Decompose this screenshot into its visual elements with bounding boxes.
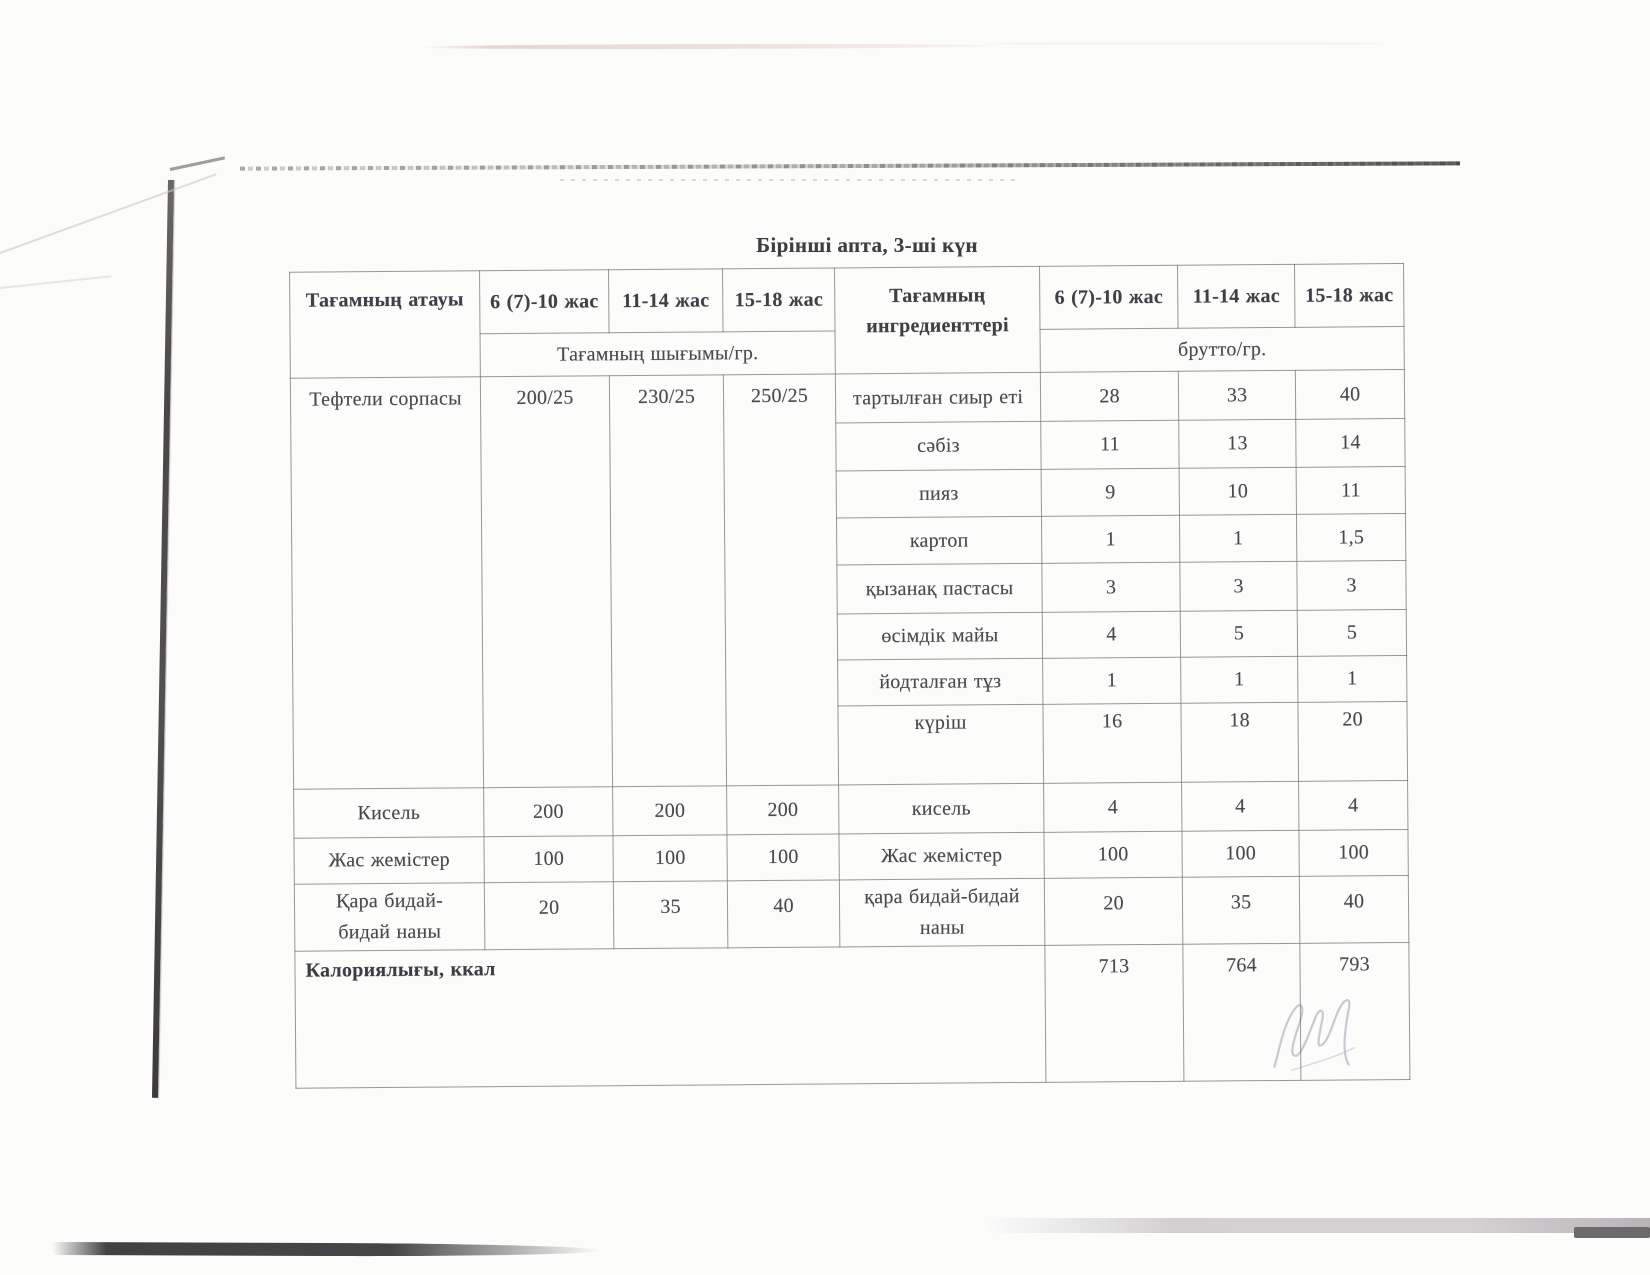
brutto-cell: 100 — [1043, 831, 1183, 879]
brutto-cell: 20 — [1044, 877, 1183, 946]
ingredient-name-cell: пияз — [836, 469, 1042, 518]
ingredient-name-cell: өсімдік майы — [837, 612, 1043, 660]
brutto-cell: 4 — [1181, 781, 1299, 832]
output-cell: 100 — [483, 835, 614, 883]
ingredient-name-cell: Жас жемістер — [838, 832, 1045, 880]
output-cell: 200 — [612, 785, 727, 836]
output-cell: 20 — [484, 881, 614, 950]
ingredient-name-cell: сәбіз — [835, 421, 1042, 471]
output-cell: 40 — [727, 879, 840, 948]
dish-name-cell: Қара бидай-бидай наны — [294, 882, 485, 952]
scan-artifact-speckle-line — [239, 161, 1461, 171]
brutto-cell: 100 — [1298, 829, 1409, 877]
brutto-cell: 3 — [1041, 562, 1181, 613]
dish-name-cell: Тефтели сорпасы — [290, 376, 484, 790]
brutto-cell: 4 — [1298, 780, 1408, 831]
brutto-cell: 4 — [1043, 782, 1182, 833]
brutto-cell: 35 — [1182, 876, 1300, 945]
footer-row: Калориялығы, ккал 713 764 793 — [294, 942, 1410, 1089]
brutto-cell: 1,5 — [1296, 513, 1406, 562]
brutto-cell: 1 — [1179, 514, 1297, 563]
brutto-cell: 40 — [1295, 369, 1405, 420]
output-cell: 250/25 — [723, 373, 839, 786]
output-cell: 100 — [726, 833, 840, 881]
brutto-cell: 40 — [1299, 875, 1409, 944]
table-row: Қара бидай-бидай наны 20 35 40 қара бида… — [294, 875, 1409, 952]
header-age-2: 11-14 жас — [608, 268, 724, 333]
ingredient-name-cell: йодталған тұз — [837, 658, 1043, 706]
menu-table-wrapper: Тағамның атауы 6 (7)-10 жас 11-14 жас 15… — [289, 262, 1411, 1089]
dish-name-cell: Кисель — [293, 787, 484, 839]
header-age-3b: 15-18 жас — [1294, 263, 1404, 328]
page-title: Бірінші апта, 3-ші күн — [756, 233, 978, 257]
brutto-cell: 14 — [1295, 418, 1406, 468]
header-row-1: Тағамның атауы 6 (7)-10 жас 11-14 жас 15… — [289, 263, 1404, 379]
brutto-cell: 1 — [1180, 656, 1298, 704]
table-row: Кисель 200 200 200 кисель 4 4 4 — [293, 780, 1408, 839]
ingredient-name-cell: күріш — [837, 704, 1044, 785]
ingredient-name-cell: қара бидай-бидай наны — [839, 878, 1045, 947]
calories-value: 764 — [1182, 943, 1301, 1082]
brutto-cell: 9 — [1041, 468, 1180, 517]
scan-artifact-bottom-band — [985, 1218, 1650, 1233]
menu-table: Тағамның атауы 6 (7)-10 жас 11-14 жас 15… — [289, 262, 1411, 1089]
header-ingredients: Тағамның ингредиенттері — [834, 266, 1041, 374]
output-cell: 200 — [726, 784, 839, 835]
calories-value: 793 — [1299, 942, 1410, 1081]
output-cell: 100 — [612, 834, 728, 882]
scan-artifact-diagonal-2 — [0, 275, 112, 289]
header-age-3: 15-18 жас — [722, 267, 836, 332]
calories-label: Калориялығы, ккал — [294, 945, 1046, 1089]
brutto-cell: 33 — [1178, 370, 1296, 421]
brutto-cell: 1 — [1042, 657, 1181, 705]
scan-artifact-top-line — [417, 43, 994, 50]
dish-name-cell: Жас жемістер — [293, 836, 485, 885]
scan-artifact-top-line-faint — [985, 42, 1385, 45]
brutto-cell: 5 — [1180, 610, 1298, 658]
scan-artifact-speckle-line-2 — [560, 179, 1020, 181]
scan-artifact-page-edge-cap — [169, 156, 226, 171]
brutto-cell: 18 — [1180, 702, 1299, 783]
output-cell: 200 — [483, 786, 613, 837]
output-cell: 230/25 — [609, 374, 727, 787]
output-cell: 35 — [613, 880, 728, 949]
brutto-cell: 10 — [1179, 467, 1297, 516]
header-age-1b: 6 (7)-10 жас — [1039, 265, 1179, 330]
header-age-2b: 11-14 жас — [1177, 264, 1296, 329]
scan-artifact-page-edge — [151, 179, 174, 1098]
header-brutto-label: брутто/гр. — [1040, 326, 1405, 373]
ingredient-name-cell: қызанақ пастасы — [836, 563, 1043, 614]
brutto-cell: 11 — [1296, 466, 1406, 515]
brutto-cell: 28 — [1040, 371, 1179, 422]
brutto-cell: 16 — [1042, 703, 1182, 784]
brutto-cell: 3 — [1296, 560, 1407, 611]
output-cell: 200/25 — [480, 375, 613, 788]
brutto-cell: 20 — [1297, 701, 1408, 782]
brutto-cell: 1 — [1297, 655, 1407, 703]
brutto-cell: 3 — [1179, 561, 1298, 612]
table-row: Тефтели сорпасы 200/25 230/25 250/25 тар… — [290, 369, 1405, 790]
brutto-cell: 5 — [1297, 609, 1407, 657]
ingredient-name-cell: картоп — [836, 516, 1042, 565]
brutto-cell: 13 — [1178, 419, 1297, 469]
ingredient-name-cell: кисель — [838, 783, 1044, 834]
brutto-cell: 11 — [1040, 420, 1180, 470]
header-output-label: Тағамның шығымы/гр. — [480, 330, 836, 377]
calories-value: 713 — [1044, 944, 1184, 1083]
scan-artifact-bottom-streak — [51, 1242, 601, 1257]
brutto-cell: 1 — [1041, 515, 1180, 564]
ingredient-name-cell: тартылған сиыр еті — [835, 372, 1041, 423]
brutto-cell: 100 — [1181, 830, 1300, 878]
header-dish-name: Тағамның атауы — [289, 270, 481, 379]
scan-artifact-bottom-corner — [1574, 1227, 1650, 1238]
scan-artifact-diagonal-1 — [0, 173, 217, 254]
brutto-cell: 4 — [1042, 611, 1181, 659]
header-age-1: 6 (7)-10 жас — [479, 269, 610, 334]
